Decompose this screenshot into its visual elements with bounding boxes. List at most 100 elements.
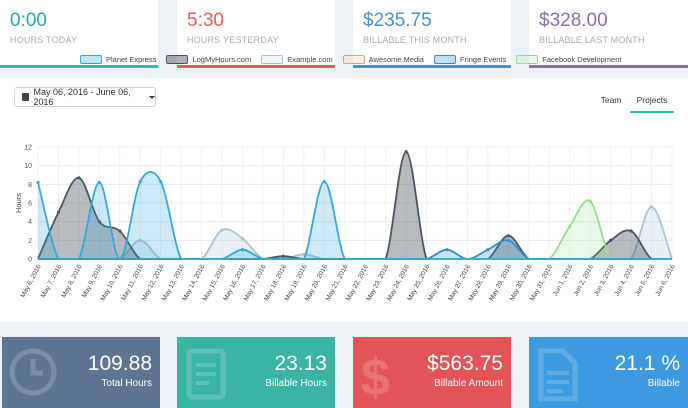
legend-swatch xyxy=(433,54,456,64)
data-point xyxy=(404,150,408,154)
x-tick-label: May 8, 2016 xyxy=(60,263,83,299)
legend-label: Awesome Media xyxy=(368,54,424,64)
stat-label: Billable Hours xyxy=(265,378,327,389)
legend-swatch xyxy=(516,54,539,64)
kpi-value: $328.00 xyxy=(539,10,608,31)
data-point xyxy=(609,238,613,242)
data-point xyxy=(220,228,224,232)
data-point xyxy=(322,179,326,184)
data-point xyxy=(506,234,510,238)
y-tick-label: 12 xyxy=(24,145,32,152)
stat-billable-hours: 23.13 Billable Hours xyxy=(177,337,335,408)
legend-label: Example.com xyxy=(287,54,333,64)
data-point xyxy=(506,238,510,242)
dollar-icon: $ xyxy=(361,349,390,407)
chart-legend: Planet Express LogMyHours.com Example.co… xyxy=(80,52,631,66)
y-tick-label: 2 xyxy=(28,238,32,245)
legend-item-facebook-development[interactable]: Facebook Development xyxy=(516,54,622,64)
stat-billable-amount: $ $563.75 Billable Amount xyxy=(353,337,511,408)
legend-item-fringe-events[interactable]: Fringe Events xyxy=(433,54,507,64)
data-point xyxy=(629,229,633,233)
legend-item-example-com[interactable]: Example.com xyxy=(261,54,333,64)
legend-item-awesome-media[interactable]: Awesome Media xyxy=(342,54,424,64)
stat-value: 23.13 xyxy=(274,352,327,375)
kpi-hours-yesterday: 5:30 HOURS YESTERDAY xyxy=(177,0,335,68)
kpi-label: HOURS TODAY xyxy=(10,35,78,45)
kpi-value: 5:30 xyxy=(187,10,224,31)
data-point xyxy=(77,176,81,180)
x-tick-label: Jun 3, 2016 xyxy=(593,263,616,297)
y-tick-label: 6 xyxy=(28,201,32,208)
x-tick-label: Jun 6, 2016 xyxy=(654,263,677,297)
svg-text:$: $ xyxy=(361,349,390,407)
legend-label: Facebook Development xyxy=(542,54,622,64)
kpi-value: $235.75 xyxy=(363,10,432,31)
y-tick-label: 8 xyxy=(28,182,32,189)
data-point xyxy=(118,229,122,233)
data-point xyxy=(97,180,101,185)
x-tick-label: May 31, 2016 xyxy=(529,263,554,302)
data-point xyxy=(56,210,61,214)
kpi-hours-today: 0:00 HOURS TODAY xyxy=(0,0,158,68)
y-axis-label: Hours xyxy=(14,193,23,213)
data-point xyxy=(588,199,592,203)
stat-billable-percent: 21.1 % Billable xyxy=(529,337,688,408)
legend-swatch xyxy=(80,54,102,64)
x-tick-label: May 6, 2016 xyxy=(20,263,43,299)
stat-label: Billable Amount xyxy=(434,378,503,389)
kpi-label: BILLABLE THIS MONTH xyxy=(363,35,467,45)
x-tick-label: Jun 1, 2016 xyxy=(552,263,575,297)
stat-label: Billable xyxy=(647,378,680,389)
clock-icon xyxy=(9,348,57,396)
data-point xyxy=(281,254,286,258)
data-point xyxy=(240,236,245,241)
document-icon xyxy=(538,348,578,402)
data-point xyxy=(97,220,101,224)
legend-item-logmyhours[interactable]: LogMyHours.com xyxy=(166,54,252,64)
kpi-value: 0:00 xyxy=(10,10,47,31)
data-point xyxy=(138,179,142,184)
x-tick-label: Jun 5, 2016 xyxy=(634,263,657,297)
y-tick-label: 10 xyxy=(24,163,32,170)
legend-item-planet-express[interactable]: Planet Express xyxy=(80,54,157,64)
x-tick-label: Jun 2, 2016 xyxy=(573,263,596,297)
tab-projects[interactable]: Projects xyxy=(630,88,674,113)
kpi-label: HOURS YESTERDAY xyxy=(187,35,279,45)
series-area-planet-express xyxy=(38,171,672,259)
caret-down-icon xyxy=(149,95,155,99)
data-point xyxy=(568,224,572,228)
stat-value: 21.1 % xyxy=(614,352,680,375)
legend-swatch xyxy=(342,54,365,64)
data-point xyxy=(445,248,449,252)
data-point xyxy=(138,238,142,242)
series-line-planet-express xyxy=(37,170,672,260)
legend-swatch xyxy=(166,54,189,64)
legend-label: LogMyHours.com xyxy=(192,54,252,64)
y-tick-label: 4 xyxy=(28,219,32,226)
notepad-icon xyxy=(186,348,226,400)
legend-label: Fringe Events xyxy=(459,54,507,64)
x-tick-label: May 7, 2016 xyxy=(40,263,63,299)
legend-swatch xyxy=(261,54,284,64)
date-range-picker[interactable]: May 06, 2016 - June 06, 2016 xyxy=(14,87,156,107)
kpi-billable-last-month: $328.00 BILLABLE LAST MONTH xyxy=(529,0,688,68)
stat-value: 109.88 xyxy=(87,352,152,375)
data-point xyxy=(240,248,245,252)
tab-team[interactable]: Team xyxy=(600,95,622,105)
legend-label: Planet Express xyxy=(106,54,157,64)
date-range-label: May 06, 2016 - June 06, 2016 xyxy=(33,87,131,107)
data-point xyxy=(486,248,490,252)
stat-total-hours: 109.88 Total Hours xyxy=(2,337,160,408)
data-point xyxy=(649,205,654,209)
kpi-billable-this-month: $235.75 BILLABLE THIS MONTH xyxy=(353,0,511,68)
stat-label: Total Hours xyxy=(101,378,152,389)
stat-value: $563.75 xyxy=(427,352,503,375)
data-point xyxy=(159,179,163,184)
data-point xyxy=(36,180,40,185)
x-tick-label: Jun 4, 2016 xyxy=(613,263,636,297)
y-tick-label: 0 xyxy=(28,257,32,264)
kpi-label: BILLABLE LAST MONTH xyxy=(539,35,645,45)
x-tick-label: May 9, 2016 xyxy=(81,263,104,299)
calendar-icon xyxy=(22,93,29,101)
